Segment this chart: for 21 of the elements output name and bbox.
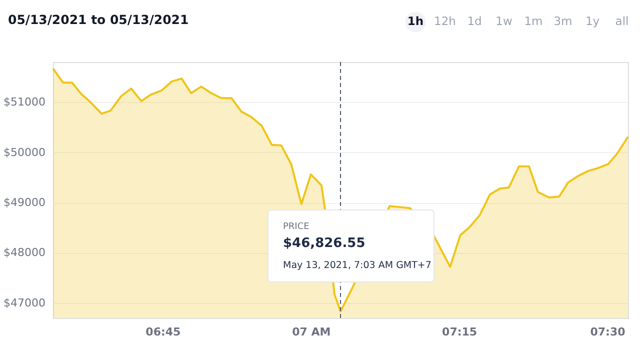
y-tick-label: $47000: [4, 296, 46, 310]
x-tick-label: 07:15: [442, 326, 478, 337]
annotation: $46,826.55: [283, 236, 366, 251]
y-tick-label: $49000: [4, 196, 46, 210]
text: 1m: [524, 14, 543, 28]
text: 1d: [467, 14, 482, 28]
text: 12h: [434, 14, 456, 28]
annotation: PRICE: [283, 222, 310, 232]
text: 1w: [496, 14, 512, 28]
annotation: May 13, 2021, 7:03 AM GMT+7: [283, 260, 432, 271]
chart-title: 05/13/2021 to 05/13/2021: [8, 12, 189, 27]
y-tick-label: $50000: [4, 146, 46, 159]
y-tick-label: $48000: [4, 246, 46, 260]
x-tick-label: 07:30: [590, 326, 626, 337]
x-tick-label: 07 AM: [292, 326, 331, 337]
text: 3m: [554, 14, 572, 28]
y-tick-label: $51000: [4, 96, 46, 109]
x-tick-label: 06:45: [146, 326, 181, 337]
text: 1h: [407, 14, 424, 28]
text: 1y: [585, 14, 600, 28]
text: all: [615, 14, 629, 28]
